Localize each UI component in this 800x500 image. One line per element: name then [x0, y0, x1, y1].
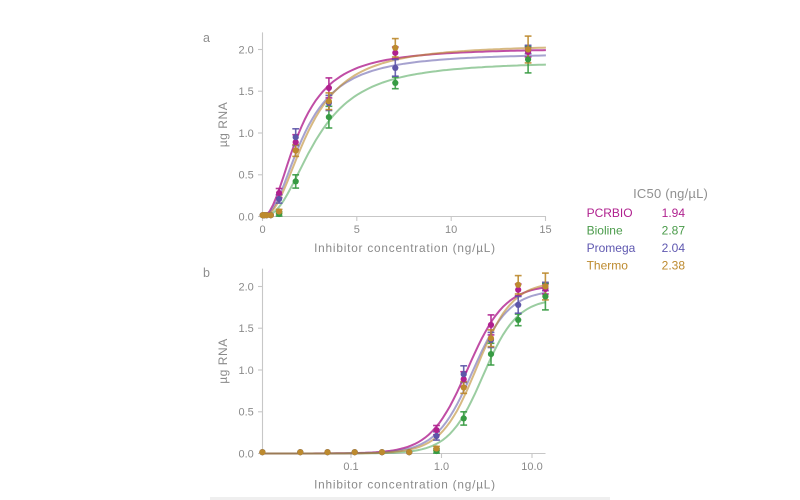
svg-text:Inhibitor concentration (ng/µL: Inhibitor concentration (ng/µL) — [314, 478, 496, 492]
svg-text:b: b — [203, 266, 210, 280]
svg-text:15: 15 — [539, 224, 551, 236]
svg-text:IC50 (ng/µL): IC50 (ng/µL) — [633, 186, 708, 201]
svg-text:1.0: 1.0 — [434, 461, 449, 473]
svg-text:µg RNA: µg RNA — [216, 338, 230, 384]
svg-text:Bioline: Bioline — [587, 224, 623, 238]
svg-text:Promega: Promega — [587, 241, 636, 255]
svg-text:10.0: 10.0 — [521, 461, 542, 473]
svg-text:0.1: 0.1 — [343, 461, 358, 473]
svg-text:1.5: 1.5 — [239, 86, 254, 98]
svg-text:2.04: 2.04 — [662, 241, 686, 255]
svg-text:0.5: 0.5 — [239, 407, 254, 419]
svg-text:Thermo: Thermo — [587, 259, 629, 273]
svg-text:0: 0 — [259, 224, 265, 236]
svg-text:PCRBIO: PCRBIO — [587, 206, 633, 220]
svg-text:2.0: 2.0 — [239, 44, 254, 56]
svg-text:1.0: 1.0 — [239, 365, 254, 377]
svg-text:µg RNA: µg RNA — [216, 102, 230, 148]
svg-text:2.38: 2.38 — [662, 259, 686, 273]
svg-text:a: a — [203, 31, 210, 45]
svg-text:2.87: 2.87 — [662, 224, 686, 238]
svg-text:0.0: 0.0 — [239, 448, 254, 460]
svg-text:1.94: 1.94 — [662, 206, 686, 220]
svg-text:0.0: 0.0 — [239, 211, 254, 223]
svg-text:0.5: 0.5 — [239, 170, 254, 182]
svg-text:1.5: 1.5 — [239, 323, 254, 335]
svg-text:5: 5 — [354, 224, 360, 236]
svg-text:10: 10 — [445, 224, 457, 236]
svg-text:Inhibitor concentration (ng/µL: Inhibitor concentration (ng/µL) — [314, 241, 496, 255]
svg-text:1.0: 1.0 — [239, 128, 254, 140]
svg-text:2.0: 2.0 — [239, 281, 254, 293]
